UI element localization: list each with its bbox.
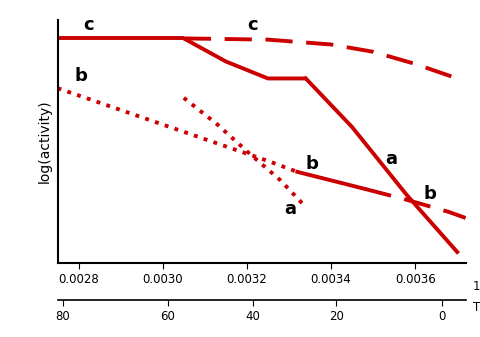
Text: a: a (386, 150, 398, 168)
Text: b: b (74, 66, 87, 85)
Y-axis label: log(activity): log(activity) (38, 100, 52, 183)
Text: b: b (306, 155, 319, 173)
Text: T (°C): T (°C) (473, 301, 480, 314)
Text: b: b (423, 185, 436, 204)
Text: a: a (285, 200, 297, 218)
Text: c: c (83, 16, 94, 34)
Text: 1/T (K⁻¹): 1/T (K⁻¹) (473, 279, 480, 293)
Text: c: c (247, 16, 257, 34)
